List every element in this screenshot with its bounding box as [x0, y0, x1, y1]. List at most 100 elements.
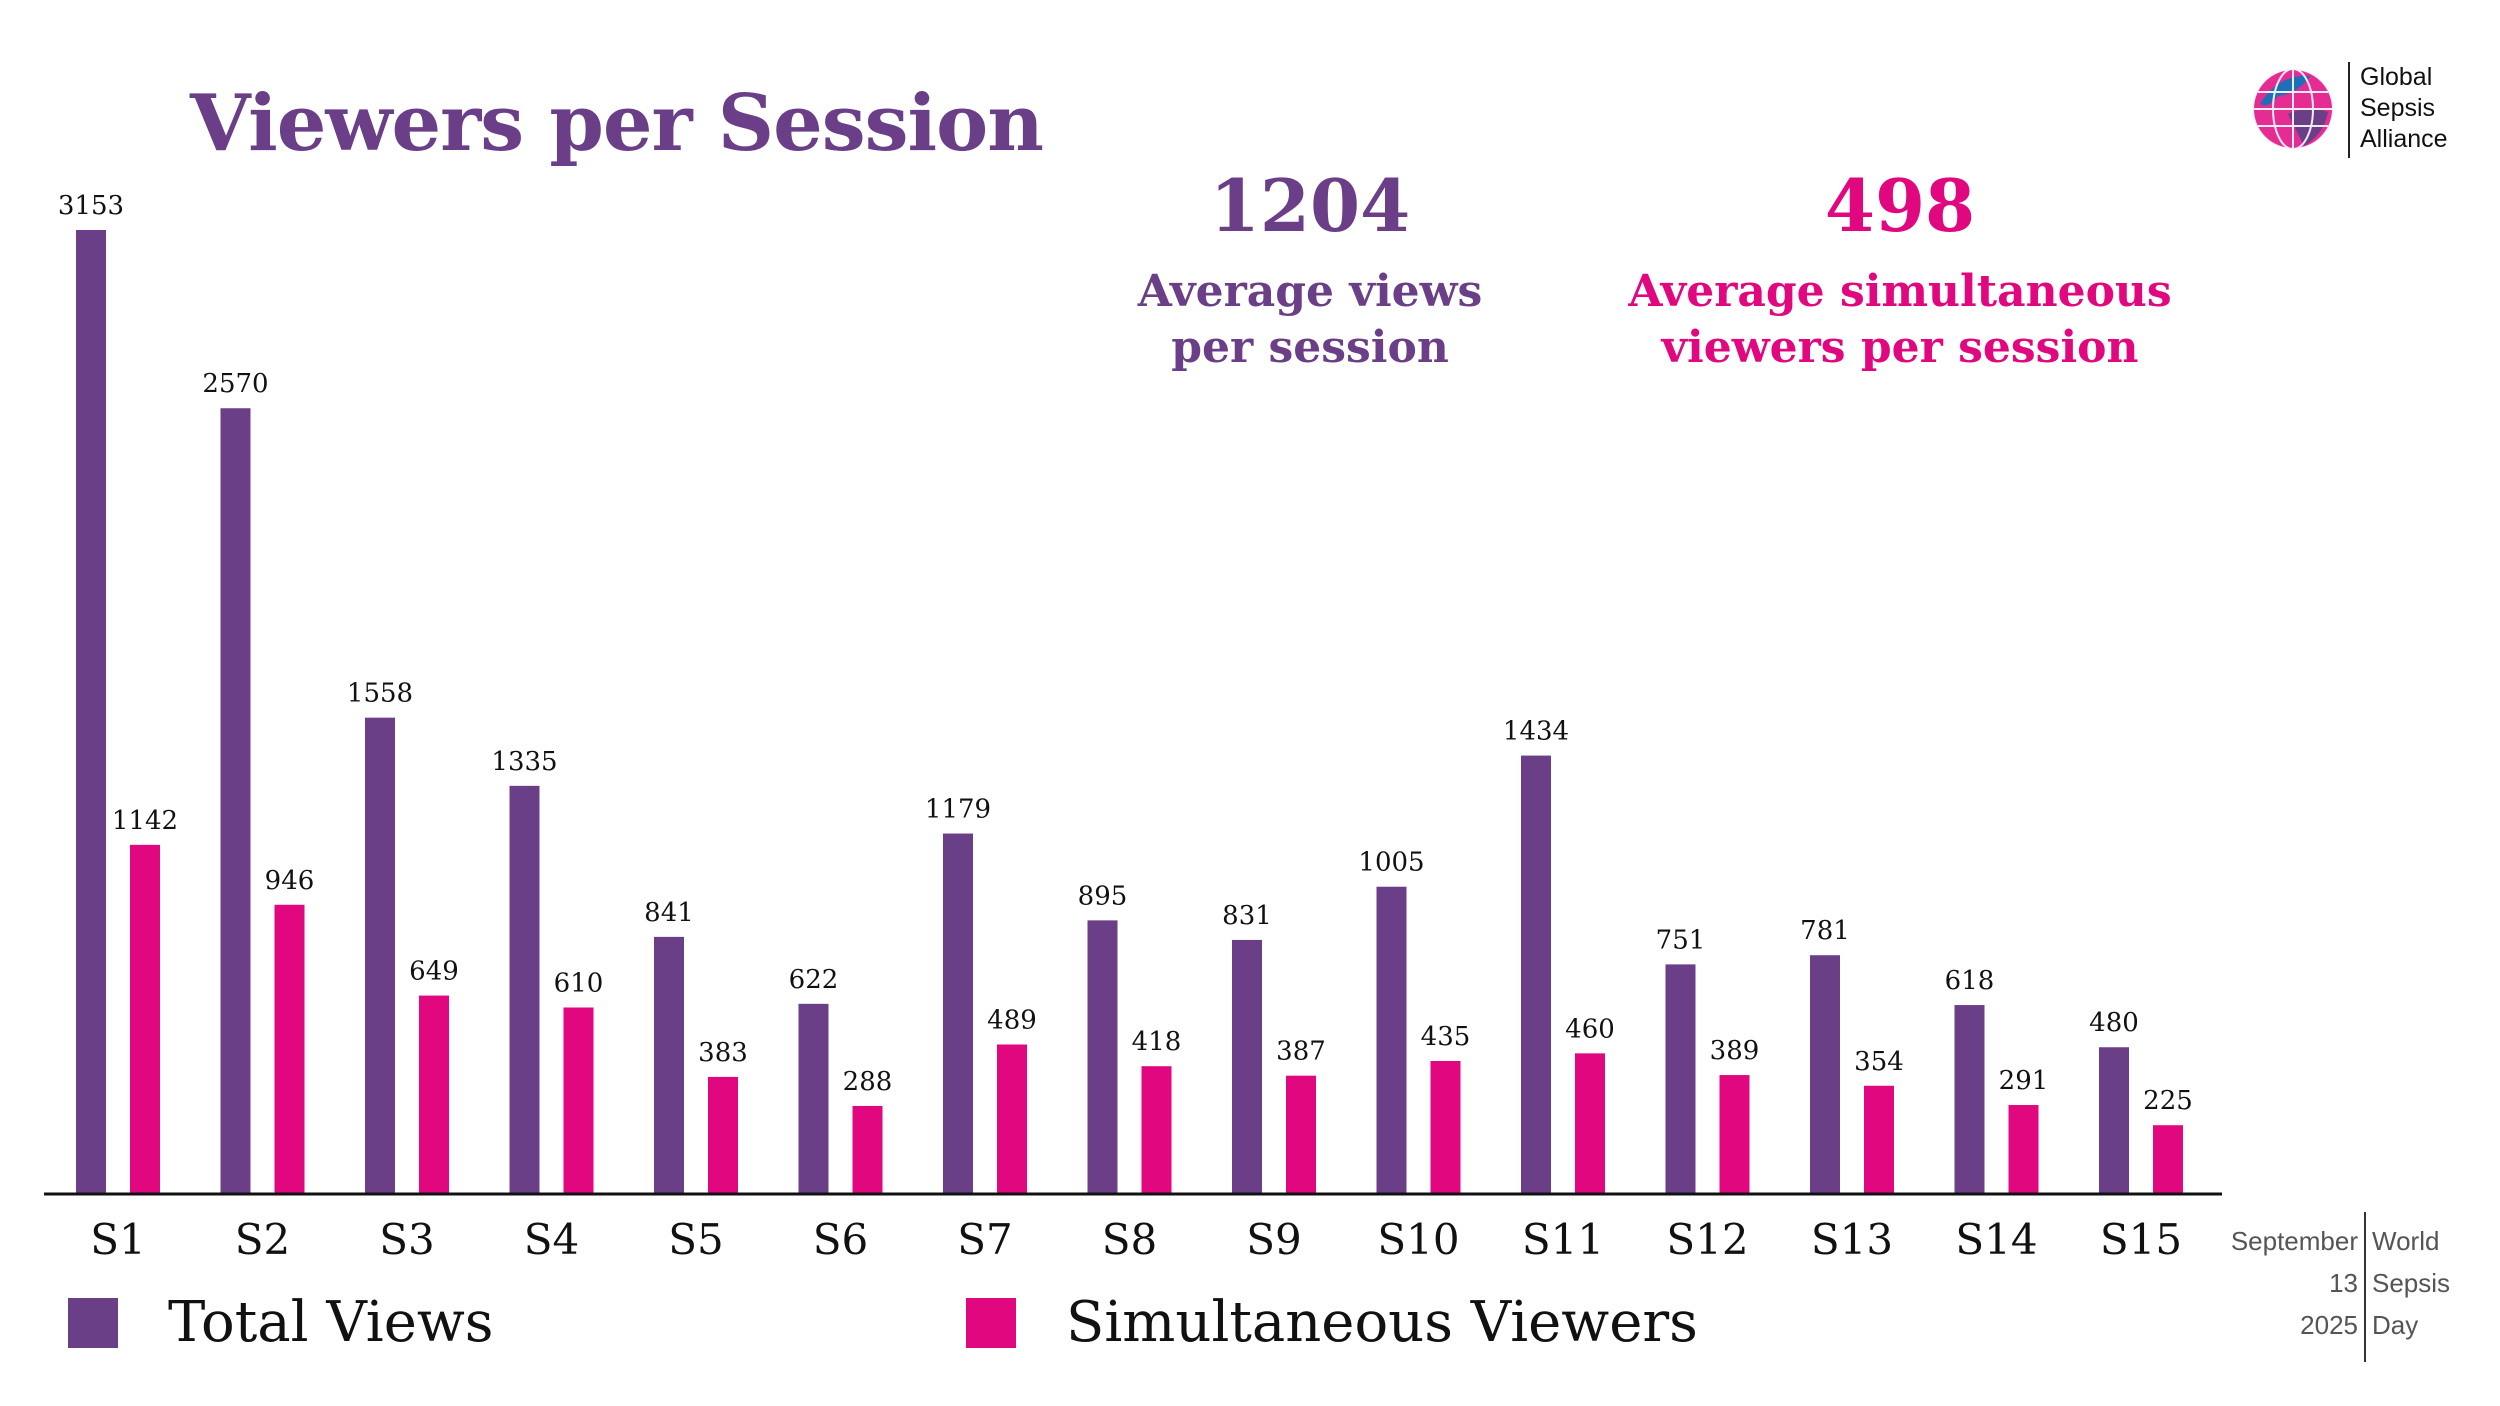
- bar-total-s12: [1665, 964, 1696, 1194]
- bar-simultaneous-s10: [1430, 1061, 1461, 1194]
- data-label-simultaneous-s3: 649: [409, 957, 459, 987]
- data-label-simultaneous-s8: 418: [1132, 1027, 1182, 1057]
- bar-total-s8: [1087, 920, 1118, 1194]
- bar-simultaneous-s2: [274, 904, 305, 1194]
- data-label-total-s10: 1005: [1358, 848, 1424, 878]
- chart-data-labels: 3153 1142 2570 946 1558 649 1335 610 841 383 622 28…: [58, 191, 2193, 1116]
- world-sepsis-day-badge: September 13 2025 World Sepsis Day: [2230, 1212, 2490, 1362]
- bar-simultaneous-s9: [1286, 1075, 1316, 1194]
- x-tick-s15: S15: [2100, 1215, 2182, 1264]
- data-label-total-s12: 751: [1656, 925, 1706, 955]
- bar-total-s11: [1521, 755, 1551, 1194]
- global-sepsis-alliance-logo: Global Sepsis Alliance: [2248, 60, 2468, 160]
- logo-divider: [2348, 62, 2350, 158]
- data-label-total-s7: 1179: [925, 795, 991, 825]
- data-label-total-s8: 895: [1078, 881, 1128, 911]
- bar-simultaneous-s14: [2008, 1105, 2039, 1194]
- data-label-simultaneous-s11: 460: [1565, 1014, 1615, 1044]
- x-tick-s9: S9: [1246, 1215, 1302, 1264]
- page-title: Viewers per Session: [190, 78, 1044, 169]
- legend-label-total: Total Views: [168, 1290, 494, 1355]
- data-label-total-s9: 831: [1222, 901, 1272, 931]
- legend-item-simultaneous-viewers: Simultaneous Viewers: [966, 1290, 1698, 1355]
- bar-simultaneous-s12: [1719, 1075, 1750, 1194]
- x-tick-s5: S5: [668, 1215, 724, 1264]
- bar-simultaneous-s15: [2153, 1125, 2183, 1194]
- bar-total-s3: [365, 717, 395, 1194]
- data-label-total-s3: 1558: [347, 679, 413, 709]
- legend-label-simultaneous: Simultaneous Viewers: [1066, 1290, 1698, 1355]
- data-label-simultaneous-s13: 354: [1854, 1047, 1904, 1077]
- data-label-simultaneous-s2: 946: [265, 866, 315, 896]
- data-label-simultaneous-s7: 489: [987, 1005, 1037, 1035]
- x-tick-s3: S3: [379, 1215, 435, 1264]
- x-tick-s7: S7: [957, 1215, 1013, 1264]
- data-label-simultaneous-s10: 435: [1421, 1022, 1471, 1052]
- data-label-total-s6: 622: [789, 965, 839, 995]
- bar-total-s15: [2099, 1047, 2129, 1194]
- x-tick-s10: S10: [1377, 1215, 1459, 1264]
- bar-total-s2: [220, 408, 251, 1195]
- x-tick-s8: S8: [1102, 1215, 1158, 1264]
- data-label-total-s11: 1434: [1503, 717, 1569, 747]
- bar-total-s5: [654, 936, 684, 1194]
- chart-x-tick-labels: S1 S2 S3 S4 S5 S6 S7 S8 S9 S10 S11 S12 S13 S14 S15: [90, 1215, 2182, 1264]
- bar-simultaneous-s1: [130, 844, 160, 1194]
- data-label-simultaneous-s9: 387: [1276, 1037, 1326, 1067]
- data-label-total-s13: 781: [1800, 916, 1850, 946]
- data-label-total-s4: 1335: [491, 747, 557, 777]
- data-label-simultaneous-s12: 389: [1710, 1036, 1760, 1066]
- x-tick-s2: S2: [235, 1215, 291, 1264]
- badge-divider: [2364, 1212, 2366, 1362]
- legend-swatch-total: [68, 1297, 118, 1348]
- data-label-simultaneous-s15: 225: [2143, 1086, 2193, 1116]
- x-tick-s1: S1: [90, 1215, 146, 1264]
- bar-total-s7: [943, 833, 973, 1194]
- data-label-total-s5: 841: [644, 898, 694, 928]
- bar-simultaneous-s5: [708, 1076, 738, 1194]
- x-tick-s13: S13: [1811, 1215, 1893, 1264]
- data-label-simultaneous-s1: 1142: [112, 806, 178, 836]
- badge-event: World Sepsis Day: [2372, 1226, 2451, 1340]
- legend-swatch-simultaneous: [966, 1297, 1016, 1348]
- average-simultaneous-label: Average simultaneous viewers per session: [1628, 266, 2172, 374]
- bar-simultaneous-s4: [563, 1007, 594, 1194]
- x-tick-s12: S12: [1666, 1215, 1748, 1264]
- logo-text: Global Sepsis Alliance: [2360, 63, 2448, 153]
- data-label-simultaneous-s14: 291: [1999, 1066, 2049, 1096]
- average-views-label: Average views per session: [1137, 266, 1483, 374]
- bar-total-s6: [798, 1003, 829, 1194]
- bar-total-s13: [1810, 955, 1840, 1194]
- bar-simultaneous-s8: [1141, 1066, 1172, 1194]
- data-label-simultaneous-s4: 610: [554, 968, 604, 998]
- bar-simultaneous-s11: [1575, 1053, 1605, 1194]
- average-simultaneous-stat: 498 Average simultaneous viewers per ses…: [1590, 170, 2210, 377]
- bar-simultaneous-s3: [419, 995, 449, 1194]
- bar-simultaneous-s7: [997, 1044, 1027, 1194]
- data-label-simultaneous-s5: 383: [698, 1038, 748, 1068]
- legend-item-total-views: Total Views: [68, 1290, 494, 1355]
- bar-total-s9: [1232, 939, 1262, 1194]
- bar-simultaneous-s6: [852, 1105, 883, 1194]
- globe-icon: [2252, 68, 2334, 150]
- data-label-total-s15: 480: [2089, 1008, 2139, 1038]
- bar-total-s14: [1954, 1005, 1985, 1194]
- data-label-total-s1: 3153: [58, 191, 124, 221]
- bar-total-s10: [1376, 886, 1407, 1194]
- chart-bars: [76, 230, 2183, 1195]
- average-views-stat: 1204 Average views per session: [1040, 170, 1580, 377]
- bar-total-s4: [509, 785, 540, 1194]
- x-tick-s11: S11: [1522, 1215, 1604, 1264]
- bar-simultaneous-s13: [1864, 1085, 1894, 1194]
- data-label-total-s14: 618: [1945, 966, 1995, 996]
- bar-total-s1: [76, 230, 106, 1194]
- data-label-simultaneous-s6: 288: [843, 1067, 893, 1097]
- x-tick-s6: S6: [813, 1215, 869, 1264]
- badge-date: September 13 2025: [2230, 1226, 2358, 1340]
- x-tick-s4: S4: [524, 1215, 580, 1264]
- x-tick-s14: S14: [1955, 1215, 2037, 1264]
- average-simultaneous-value: 498: [1824, 163, 1976, 248]
- average-views-value: 1204: [1209, 163, 1411, 248]
- data-label-total-s2: 2570: [202, 369, 268, 399]
